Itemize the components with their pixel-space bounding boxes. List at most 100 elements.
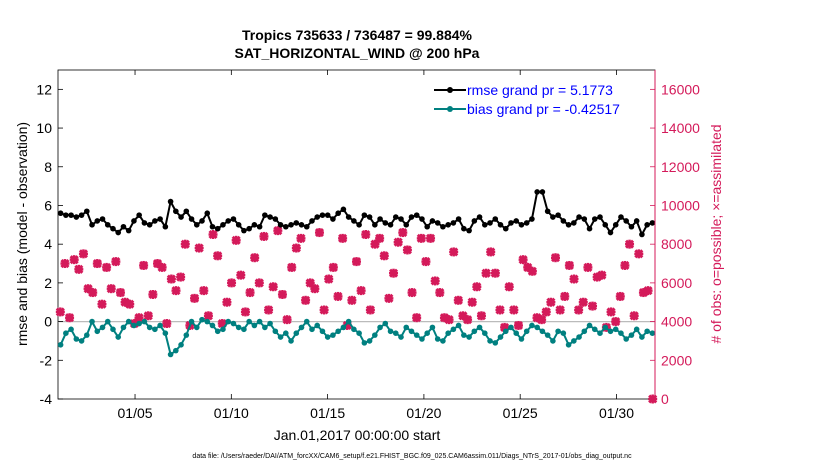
- series-point-bias: [345, 318, 352, 325]
- obs-assimilated-marker: [620, 260, 630, 271]
- obs-assimilated-marker: [102, 262, 112, 272]
- series-point-bias: [534, 324, 540, 331]
- series-point-bias: [502, 328, 509, 335]
- series-point-rmse: [209, 223, 216, 230]
- series-point-bias: [152, 326, 158, 333]
- obs-assimilated-marker: [176, 272, 186, 282]
- obs-assimilated-marker: [250, 253, 260, 263]
- obs-assimilated-marker: [226, 278, 237, 288]
- obs-assimilated-marker: [527, 266, 537, 276]
- series-point-bias: [403, 324, 410, 331]
- series-point-rmse: [241, 227, 247, 234]
- obs-assimilated-marker: [60, 258, 70, 269]
- obs-assimilated-marker: [435, 287, 445, 298]
- series-point-bias: [555, 328, 561, 335]
- series-point-bias: [335, 328, 341, 335]
- obs-assimilated-marker: [231, 235, 241, 245]
- series-point-rmse: [382, 220, 389, 226]
- y-right-tick-label: 0: [661, 391, 669, 407]
- series-point-rmse: [623, 218, 629, 224]
- series-point-rmse: [115, 229, 122, 236]
- obs-assimilated-marker: [88, 287, 98, 298]
- series-point-rmse: [434, 220, 441, 226]
- obs-assimilated-marker: [486, 247, 496, 257]
- series-point-rmse: [445, 222, 451, 228]
- series-point-rmse: [178, 214, 184, 220]
- series-point-bias: [162, 330, 169, 337]
- series-point-bias: [597, 330, 603, 337]
- obs-assimilated-marker: [476, 311, 487, 321]
- series-point-bias: [220, 326, 226, 333]
- series-point-rmse: [513, 218, 520, 224]
- y-left-tick-label: 4: [44, 236, 52, 252]
- obs-assimilated-marker: [398, 228, 408, 238]
- series-point-rmse: [440, 223, 446, 230]
- series-point-bias: [204, 318, 211, 325]
- obs-assimilated-marker: [504, 282, 514, 292]
- y-right-tick-label: 8000: [661, 236, 692, 252]
- series-point-rmse: [398, 216, 404, 222]
- obs-assimilated-marker: [564, 260, 574, 271]
- series-point-rmse: [84, 208, 90, 215]
- series-point-rmse: [256, 223, 263, 230]
- obs-assimilated-marker: [578, 297, 588, 307]
- series-point-rmse: [131, 218, 137, 224]
- series-point-bias: [356, 330, 362, 337]
- series-point-rmse: [408, 214, 415, 220]
- legend: rmse grand pr = 5.1773 bias grand pr = -…: [430, 78, 650, 122]
- series-point-rmse: [193, 222, 200, 228]
- obs-assimilated-marker: [287, 262, 297, 272]
- series-point-bias: [193, 324, 200, 331]
- series-point-rmse: [466, 227, 472, 234]
- obs-assimilated-marker: [162, 318, 172, 329]
- series-point-bias: [413, 332, 420, 338]
- series-point-rmse: [94, 218, 101, 224]
- y-axis-right-label: # of obs: o=possible; ×=assimilated: [708, 124, 724, 343]
- series-point-bias: [408, 328, 415, 335]
- data-file-footnote: data file: /Users/raeder/DAI/ATM_forcXX/…: [192, 453, 632, 460]
- series-point-bias: [225, 318, 231, 325]
- obs-assimilated-marker: [518, 255, 528, 265]
- obs-assimilated-marker: [393, 237, 403, 247]
- obs-assimilated-marker: [388, 268, 399, 278]
- series-point-rmse: [591, 216, 598, 222]
- obs-assimilated-marker: [375, 233, 385, 243]
- series-point-bias: [298, 324, 305, 331]
- series-point-bias: [544, 332, 551, 338]
- series-point-bias: [293, 330, 300, 337]
- obs-assimilated-marker: [361, 229, 371, 240]
- series-point-bias: [89, 318, 95, 325]
- obs-assimilated-marker: [412, 313, 422, 323]
- obs-assimilated-marker: [597, 270, 607, 280]
- series-point-bias: [529, 322, 535, 329]
- y-left-tick-label: 6: [44, 197, 52, 213]
- series-point-rmse: [235, 222, 242, 228]
- series-point-rmse: [283, 223, 289, 230]
- series-point-bias: [78, 338, 85, 344]
- series-point-rmse: [366, 214, 373, 220]
- series-point-rmse: [199, 218, 205, 224]
- series-point-rmse: [330, 216, 336, 222]
- series-point-bias: [471, 328, 478, 335]
- series-point-bias: [214, 328, 221, 335]
- series-point-bias: [141, 318, 148, 325]
- series-point-bias: [256, 318, 263, 325]
- obs-assimilated-marker: [430, 276, 440, 286]
- series-point-bias: [63, 330, 69, 337]
- series-point-bias: [125, 318, 132, 325]
- series-point-rmse: [529, 216, 535, 222]
- series-point-bias: [209, 322, 216, 329]
- y-left-tick-label: 10: [36, 120, 52, 136]
- obs-assimilated-marker: [125, 299, 135, 309]
- series-point-bias: [351, 326, 357, 333]
- series-point-rmse: [73, 214, 80, 220]
- obs-assimilated-marker: [268, 282, 278, 292]
- obs-assimilated-marker: [629, 311, 639, 321]
- obs-assimilated-marker: [139, 260, 149, 271]
- series-point-rmse: [424, 223, 430, 230]
- series-point-bias: [167, 351, 174, 358]
- series-point-rmse: [508, 220, 514, 226]
- series-point-rmse: [586, 225, 593, 232]
- series-point-bias: [440, 338, 446, 344]
- obs-assimilated-marker: [55, 307, 65, 317]
